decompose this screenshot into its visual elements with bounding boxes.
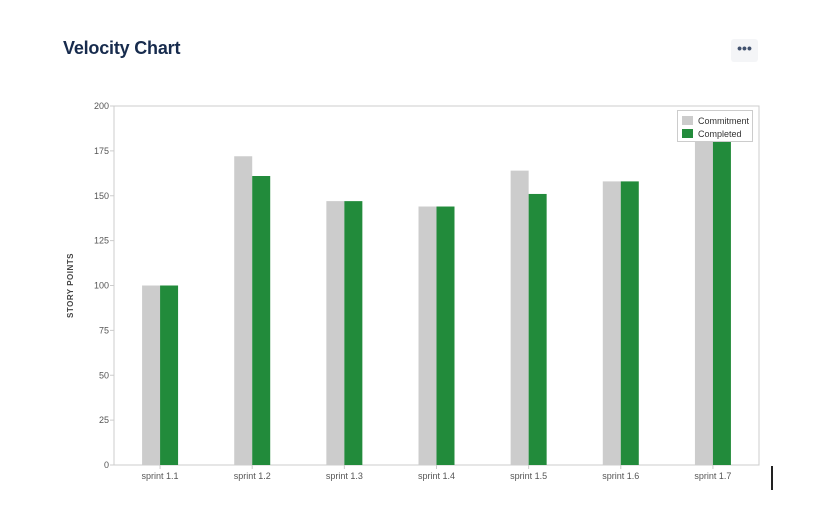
bar-completed-sprint-1.6 xyxy=(620,181,639,465)
more-options-button[interactable]: ••• xyxy=(731,39,758,62)
x-tick-label: sprint 1.2 xyxy=(234,471,271,481)
y-tick-label: 50 xyxy=(99,370,109,380)
x-tick-label: sprint 1.1 xyxy=(142,471,179,481)
page-title: Velocity Chart xyxy=(63,38,181,58)
y-tick-label: 175 xyxy=(94,146,109,156)
x-tick-label: sprint 1.5 xyxy=(510,471,547,481)
bar-commitment-sprint-1.2 xyxy=(234,156,253,465)
bar-completed-sprint-1.7 xyxy=(712,136,731,465)
text-cursor xyxy=(771,466,773,490)
x-tick-label: sprint 1.7 xyxy=(694,471,731,481)
legend-item-commitment: Commitment xyxy=(682,114,752,127)
legend-swatch-completed xyxy=(682,129,693,138)
bar-completed-sprint-1.4 xyxy=(436,206,455,465)
legend-label-commitment: Commitment xyxy=(698,115,750,126)
bar-commitment-sprint-1.6 xyxy=(602,181,621,465)
x-tick-label: sprint 1.6 xyxy=(602,471,639,481)
chart-legend: Commitment Completed xyxy=(677,110,753,142)
legend-label-completed: Completed xyxy=(698,128,742,139)
bar-completed-sprint-1.1 xyxy=(160,285,179,465)
y-tick-label: 100 xyxy=(94,281,109,291)
legend-swatch-commitment xyxy=(682,116,693,125)
y-tick-label: 0 xyxy=(104,460,109,470)
y-tick-label: 75 xyxy=(99,325,109,335)
x-tick-label: sprint 1.3 xyxy=(326,471,363,481)
y-tick-label: 200 xyxy=(94,101,109,111)
y-tick-label: 150 xyxy=(94,191,109,201)
bar-completed-sprint-1.2 xyxy=(252,176,271,465)
y-tick-label: 25 xyxy=(99,415,109,425)
bar-completed-sprint-1.5 xyxy=(528,193,547,465)
bar-commitment-sprint-1.1 xyxy=(142,285,161,465)
bar-commitment-sprint-1.4 xyxy=(418,206,437,465)
y-tick-label: 125 xyxy=(94,236,109,246)
bar-commitment-sprint-1.7 xyxy=(694,136,713,465)
bar-commitment-sprint-1.3 xyxy=(326,201,345,465)
legend-item-completed: Completed xyxy=(682,127,752,140)
bar-completed-sprint-1.3 xyxy=(344,201,363,465)
bar-commitment-sprint-1.5 xyxy=(510,170,529,465)
x-tick-label: sprint 1.4 xyxy=(418,471,455,481)
more-icon: ••• xyxy=(737,39,752,56)
y-axis-title: STORY POINTS xyxy=(66,253,75,318)
